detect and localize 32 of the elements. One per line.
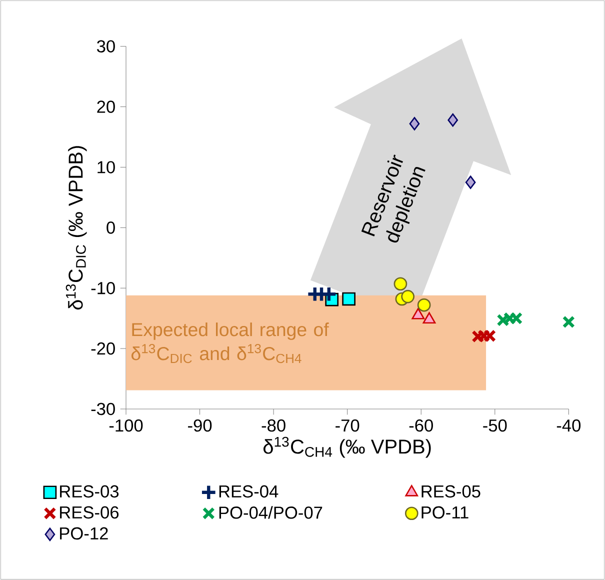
x-tick-label: -60 xyxy=(409,419,433,432)
x-axis-title: δ$^{13}$C$_{CH4}$ (‰ VPDB) xyxy=(263,436,431,458)
legend-label: RES-03 xyxy=(60,485,119,498)
y-axis-title: δ$^{13}$C$_{DIC}$ (‰ VPDB) xyxy=(66,146,87,310)
x-tick-label: -70 xyxy=(336,419,360,432)
y-tick-label: 0 xyxy=(106,222,115,234)
legend-label: RES-06 xyxy=(60,506,119,519)
point xyxy=(417,298,431,312)
y-tick-label: 10 xyxy=(98,161,115,174)
legend-label: PO-04/PO-07 xyxy=(219,506,322,519)
y-tick-label: -10 xyxy=(91,282,115,294)
y-tick-label: 30 xyxy=(96,40,115,52)
legend-label: PO-11 xyxy=(422,506,468,519)
legend-label: RES-05 xyxy=(422,485,480,498)
point xyxy=(465,176,476,189)
point xyxy=(562,316,575,328)
x-tick-label: -90 xyxy=(188,419,212,432)
x-tick-label: -100 xyxy=(109,419,143,432)
text: Expected local range of δ$^{13}$C$_{DIC}$ and δ$^{13}$C$_{CH4}$ xyxy=(131,322,329,364)
x-tick-label: -50 xyxy=(483,419,507,432)
x-tick-label: -40 xyxy=(556,419,581,432)
x-tick-label: -80 xyxy=(262,419,286,432)
point xyxy=(409,117,420,130)
legend-label: PO-12 xyxy=(60,527,108,540)
legend-label: RES-04 xyxy=(219,485,278,498)
point xyxy=(342,292,356,306)
y-tick-label: -20 xyxy=(91,342,115,355)
y-tick-label: -30 xyxy=(91,402,115,416)
point xyxy=(448,113,458,127)
point xyxy=(394,277,408,291)
point xyxy=(401,290,415,304)
y-tick-label: 20 xyxy=(97,100,115,113)
